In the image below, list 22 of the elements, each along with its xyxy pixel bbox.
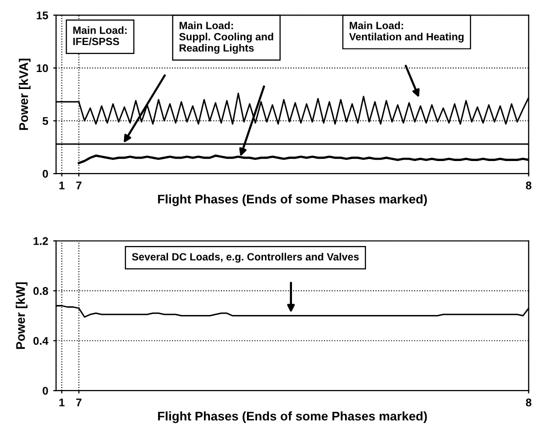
annotation: Main Load: Ventilation and Heating xyxy=(349,22,464,42)
y-tick-label: 15 xyxy=(36,12,48,20)
x-tick-label: 8 xyxy=(526,182,532,190)
y-tick-label: 0.8 xyxy=(33,287,48,295)
y-tick-label: 0.4 xyxy=(33,336,48,345)
x-tick-label: 1 xyxy=(59,398,65,406)
annotation: Main Load: IFE/SPSS xyxy=(73,26,127,46)
x-tick-label: 7 xyxy=(76,182,82,190)
y-axis-title: Power [kW] xyxy=(16,282,28,349)
x-tick-label: 1 xyxy=(59,182,65,190)
y-tick-label: 0 xyxy=(42,386,48,395)
x-axis-title: Flight Phases (Ends of some Phases marked) xyxy=(158,194,427,206)
x-axis-title: Flight Phases (Ends of some Phases marked) xyxy=(158,411,427,424)
annotation: Several DC Loads, e.g. Controllers and Valves xyxy=(132,252,359,263)
y-tick-label: 0 xyxy=(42,170,48,178)
x-tick-label: 7 xyxy=(76,398,82,406)
x-tick-label: 8 xyxy=(526,398,532,406)
y-axis-title: Power [kVA] xyxy=(18,58,31,130)
y-tick-label: 10 xyxy=(36,64,48,72)
annotation: Main Load: Suppl. Cooling and Reading Lights xyxy=(179,22,274,54)
y-tick-label: 5 xyxy=(42,117,48,125)
y-tick-label: 1.2 xyxy=(34,237,48,245)
